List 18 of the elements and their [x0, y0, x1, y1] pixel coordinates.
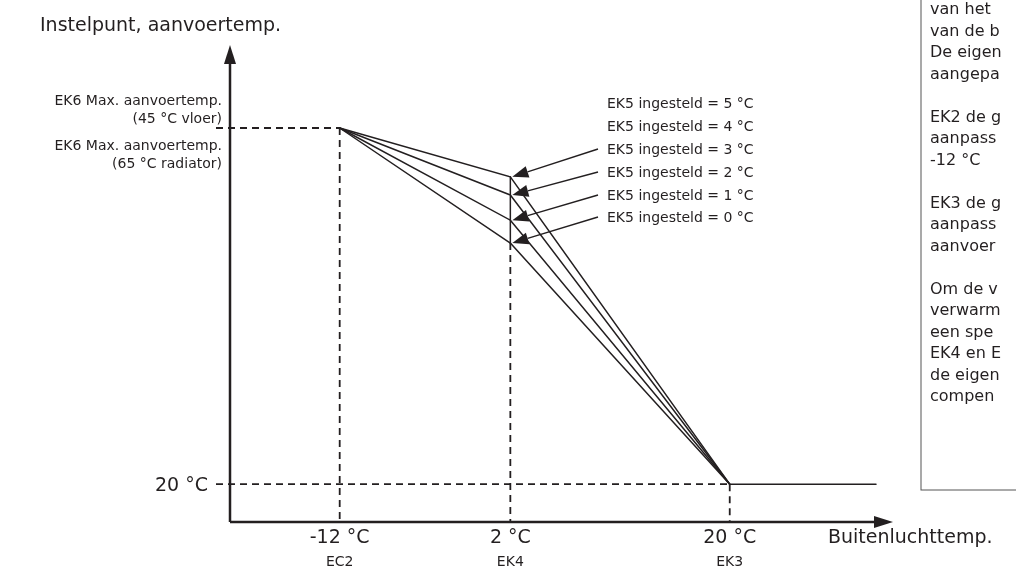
annotation: EK5 ingesteld = 0 °C	[607, 209, 754, 225]
text: EC2	[325, 553, 354, 569]
annotation: EK5 ingesteld = 2 °C	[607, 164, 754, 180]
text: EK3	[716, 553, 744, 569]
x-tick-label: -12 °C	[309, 525, 370, 547]
annotation: EK5 ingesteld = 4 °C	[607, 118, 754, 134]
text: van het van de b De eigen aangepa EK2 de g aanpass -12 °C EK3 de g aanpass aanvoer Om de v verwarm een spe EK4 en E de eigen compen	[930, 0, 1002, 405]
x-tick-label: 2 °C	[489, 525, 531, 547]
annotation: EK5 ingesteld = 3 °C	[607, 141, 754, 157]
x-tick-label: 20 °C	[703, 525, 757, 547]
text: EK4	[496, 553, 524, 569]
text: EK6 Max. aanvoertemp. (45 °C vloer)	[54, 92, 222, 126]
ref-line-label: 20 °C	[155, 473, 208, 496]
text: EK6 Max. aanvoertemp. (65 °C radiator)	[54, 137, 222, 171]
annotation: EK5 ingesteld = 1 °C	[607, 187, 754, 203]
x-axis-title: Buitenluchttemp.	[828, 525, 993, 547]
text: EK5 ingesteld = 5 °C	[607, 95, 754, 111]
y-axis-title: Instelpunt, aanvoertemp.	[40, 13, 282, 35]
